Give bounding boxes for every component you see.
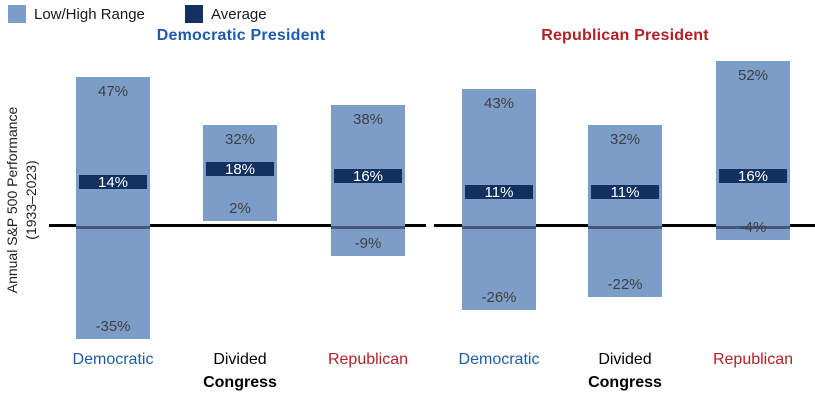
average-band: 16% [334,167,402,185]
range-bar-democratic-pres-democratic-congress: 47% -35% 14% [76,76,150,339]
high-value-label: 32% [224,130,256,148]
average-band: 11% [465,183,533,201]
category-label-divided: Divided [598,351,652,368]
legend-item-average: Average [185,5,267,23]
legend-range-label: Low/High Range [34,5,145,23]
y-axis-label-line1: Annual S&P 500 Performance [4,106,20,294]
low-value-label: 2% [229,199,251,217]
average-value-label: 18% [224,161,256,179]
category-label-divided: Divided [213,351,267,368]
high-value-label: 38% [352,111,384,129]
zero-axis-line-left [49,224,426,227]
category-label-republican: Republican [327,351,409,368]
average-value-label: 16% [352,167,384,185]
zero-line-through-bar [331,225,405,229]
congress-axis-label: Congress [588,374,662,391]
high-value-label: 52% [737,66,769,84]
range-bar-democratic-pres-divided-congress: 32% 2% 18% [203,124,277,221]
low-value-label: -9% [354,234,382,252]
high-value-label: 43% [483,95,515,113]
category-label-democratic: Democratic [72,351,154,368]
zero-line-through-bar [588,225,662,229]
congress-axis-label: Congress [203,374,277,391]
average-band: 11% [591,183,659,201]
average-band: 14% [79,174,147,192]
average-value-label: 11% [610,183,640,201]
high-value-label: 47% [97,82,129,100]
group-header-democratic-president: Democratic President [156,27,326,44]
low-value-label: -35% [95,317,131,335]
average-swatch-icon [185,5,203,23]
legend-average-label: Average [211,5,267,23]
low-value-label: -4% [739,218,767,236]
zero-line-through-bar [462,225,536,229]
group-header-republican-president: Republican President [541,27,709,44]
low-value-label: -22% [607,276,643,294]
range-bar-democratic-pres-republican-congress: 38% -9% 16% [331,105,405,256]
zero-line-through-bar [716,225,790,229]
average-value-label: 11% [484,183,514,201]
range-bar-republican-pres-divided-congress: 32% -22% 11% [588,124,662,298]
y-axis-label: Annual S&P 500 Performance (1933–2023) [3,60,43,340]
average-band: 18% [206,161,274,179]
category-label-republican: Republican [712,351,794,368]
range-bar-republican-pres-republican-congress: 52% -4% 16% [716,60,790,240]
high-value-label: 32% [609,130,641,148]
low-value-label: -26% [481,289,517,307]
category-label-democratic: Democratic [458,351,540,368]
average-value-label: 16% [737,167,769,185]
y-axis-label-line2: (1933–2023) [23,160,39,240]
average-band: 16% [719,167,787,185]
range-bar-republican-pres-democratic-congress: 43% -26% 11% [462,89,536,311]
zero-line-through-bar [76,225,150,229]
average-value-label: 14% [97,174,129,192]
range-swatch-icon [8,5,26,23]
legend-item-range: Low/High Range [8,5,145,23]
